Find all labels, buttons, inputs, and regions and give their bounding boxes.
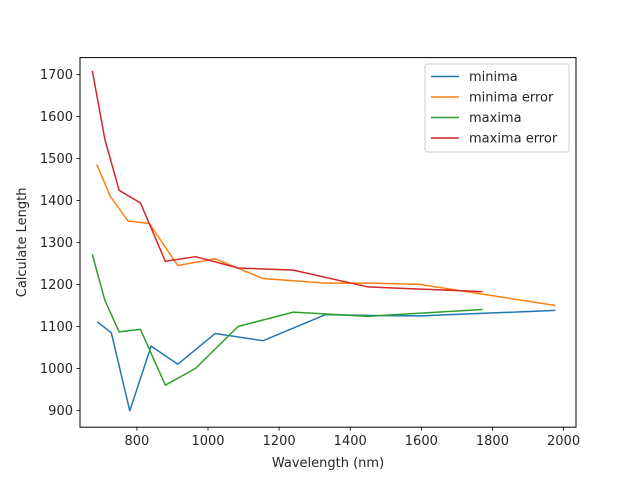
y-tick-label: 900 bbox=[48, 404, 73, 419]
x-axis-label: Wavelength (nm) bbox=[272, 456, 384, 471]
x-tick-label: 800 bbox=[124, 434, 149, 449]
legend-label: maxima error bbox=[469, 132, 558, 147]
x-tick-label: 1000 bbox=[191, 434, 224, 449]
y-tick-label: 1600 bbox=[40, 110, 73, 125]
y-tick-label: 1400 bbox=[40, 194, 73, 209]
legend-label: minima bbox=[469, 70, 518, 85]
y-tick-label: 1200 bbox=[40, 278, 73, 293]
legend-label: minima error bbox=[469, 91, 554, 106]
series-line-minima-error bbox=[96, 164, 556, 307]
y-tick-label: 1000 bbox=[40, 362, 73, 377]
y-tick-label: 1300 bbox=[40, 236, 73, 251]
x-tick-label: 1200 bbox=[263, 434, 296, 449]
x-tick-label: 1600 bbox=[405, 434, 438, 449]
y-axis-label: Calculate Length bbox=[15, 188, 30, 298]
legend-label: maxima bbox=[469, 111, 522, 126]
x-axis: 800 1000 1200 1400 1600 1800 2000 bbox=[124, 427, 580, 449]
y-tick-label: 1100 bbox=[40, 320, 73, 335]
y-tick-label: 1500 bbox=[40, 152, 73, 167]
x-tick-label: 2000 bbox=[547, 434, 580, 449]
series-line-maxima bbox=[91, 254, 483, 386]
plot-lines bbox=[91, 70, 556, 412]
legend-box bbox=[424, 63, 570, 153]
y-tick-label: 1700 bbox=[40, 68, 73, 83]
x-tick-label: 1400 bbox=[334, 434, 367, 449]
x-tick-label: 1800 bbox=[476, 434, 509, 449]
series-line-maxima-error bbox=[91, 70, 483, 293]
legend: minima minima error maxima maxima error bbox=[424, 63, 570, 153]
y-axis: 900 1000 1100 1200 1300 1400 1500 1600 1700 bbox=[40, 68, 80, 419]
